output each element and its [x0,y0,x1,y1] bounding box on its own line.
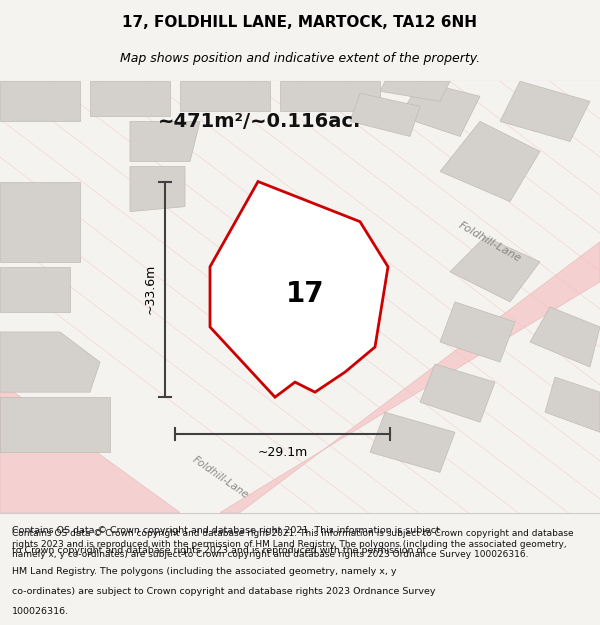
Text: 17, FOLDHILL LANE, MARTOCK, TA12 6NH: 17, FOLDHILL LANE, MARTOCK, TA12 6NH [122,15,478,30]
Text: ~471m²/~0.116ac.: ~471m²/~0.116ac. [158,112,362,131]
Text: Foldhill-Lane: Foldhill-Lane [457,220,523,264]
Text: ~33.6m: ~33.6m [143,264,157,314]
Polygon shape [180,81,270,111]
Polygon shape [0,267,70,312]
Polygon shape [530,307,600,367]
Text: 100026316.: 100026316. [12,607,69,616]
Text: Foldhill-Lane: Foldhill-Lane [190,454,250,501]
Polygon shape [0,181,80,262]
Polygon shape [400,81,480,136]
Polygon shape [440,302,515,362]
Text: 17: 17 [286,280,325,308]
Polygon shape [450,237,540,302]
Polygon shape [0,81,80,121]
Polygon shape [350,93,420,136]
Text: to Crown copyright and database rights 2023 and is reproduced with the permissio: to Crown copyright and database rights 2… [12,546,425,555]
Polygon shape [90,81,170,116]
Text: HM Land Registry. The polygons (including the associated geometry, namely x, y: HM Land Registry. The polygons (includin… [12,566,397,576]
Text: co-ordinates) are subject to Crown copyright and database rights 2023 Ordnance S: co-ordinates) are subject to Crown copyr… [12,587,436,596]
Polygon shape [130,166,185,212]
Polygon shape [420,364,495,423]
Polygon shape [280,81,380,111]
Text: ~29.1m: ~29.1m [257,446,308,459]
Polygon shape [370,412,455,472]
Polygon shape [0,382,180,512]
Text: Map shows position and indicative extent of the property.: Map shows position and indicative extent… [120,52,480,65]
Polygon shape [440,121,540,202]
Text: Contains OS data © Crown copyright and database right 2021. This information is : Contains OS data © Crown copyright and d… [12,526,440,535]
Polygon shape [0,397,110,452]
Polygon shape [0,332,100,392]
Polygon shape [130,121,200,161]
Polygon shape [220,242,600,512]
Polygon shape [545,377,600,432]
Polygon shape [210,181,388,397]
Text: Contains OS data © Crown copyright and database right 2021. This information is : Contains OS data © Crown copyright and d… [12,529,574,559]
Polygon shape [500,81,590,141]
Polygon shape [380,81,450,101]
